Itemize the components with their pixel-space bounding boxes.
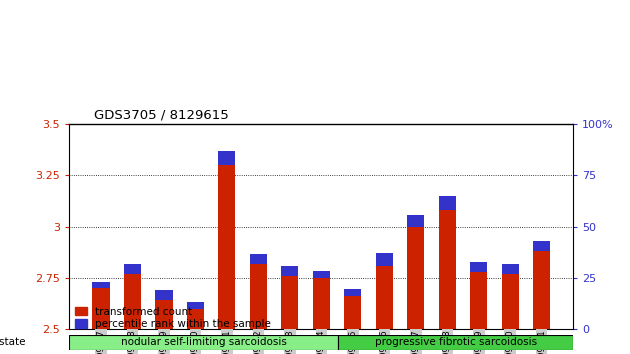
Bar bbox=[281, 276, 299, 329]
Bar bbox=[92, 282, 110, 288]
Bar bbox=[501, 274, 519, 329]
Text: GSM499117: GSM499117 bbox=[96, 330, 105, 354]
Text: GSM499120: GSM499120 bbox=[191, 330, 200, 354]
Bar bbox=[123, 263, 141, 274]
Text: GSM499118: GSM499118 bbox=[128, 330, 137, 354]
Bar bbox=[92, 288, 110, 329]
Bar bbox=[501, 263, 519, 274]
Text: GSM499129: GSM499129 bbox=[474, 330, 483, 354]
Bar bbox=[344, 296, 362, 329]
Text: GSM499122: GSM499122 bbox=[254, 330, 263, 354]
Bar bbox=[375, 266, 393, 329]
Text: GSM499125: GSM499125 bbox=[348, 330, 357, 354]
Bar bbox=[123, 274, 141, 329]
Bar bbox=[312, 271, 330, 278]
Bar bbox=[218, 165, 236, 329]
Bar bbox=[470, 272, 488, 329]
Text: GDS3705 / 8129615: GDS3705 / 8129615 bbox=[94, 108, 229, 121]
Text: disease state: disease state bbox=[0, 337, 26, 348]
Text: GSM499130: GSM499130 bbox=[506, 330, 515, 354]
Bar bbox=[533, 241, 551, 251]
Bar bbox=[249, 254, 267, 263]
Legend: transformed count, percentile rank within the sample: transformed count, percentile rank withi… bbox=[74, 307, 272, 329]
Text: GSM499121: GSM499121 bbox=[222, 330, 231, 354]
Text: GSM499119: GSM499119 bbox=[159, 330, 168, 354]
Bar bbox=[312, 278, 330, 329]
Text: GSM499124: GSM499124 bbox=[317, 330, 326, 354]
Text: GSM499128: GSM499128 bbox=[443, 330, 452, 354]
Text: progressive fibrotic sarcoidosis: progressive fibrotic sarcoidosis bbox=[375, 337, 537, 348]
Bar bbox=[344, 289, 362, 296]
Bar bbox=[186, 302, 204, 309]
Bar bbox=[186, 309, 204, 329]
Bar bbox=[407, 227, 425, 329]
Bar bbox=[281, 266, 299, 276]
Bar bbox=[69, 335, 338, 350]
Bar bbox=[375, 253, 393, 266]
Text: GSM499131: GSM499131 bbox=[537, 330, 546, 354]
Text: nodular self-limiting sarcoidosis: nodular self-limiting sarcoidosis bbox=[121, 337, 287, 348]
Bar bbox=[249, 263, 267, 329]
Bar bbox=[470, 263, 488, 272]
Text: GSM499126: GSM499126 bbox=[380, 330, 389, 354]
Bar bbox=[155, 301, 173, 329]
Bar bbox=[155, 290, 173, 301]
Bar bbox=[338, 335, 573, 350]
Bar bbox=[438, 196, 456, 210]
Bar bbox=[533, 251, 551, 329]
Text: GSM499127: GSM499127 bbox=[411, 330, 420, 354]
Bar bbox=[407, 215, 425, 227]
Bar bbox=[218, 150, 236, 165]
Text: GSM499123: GSM499123 bbox=[285, 330, 294, 354]
Bar bbox=[438, 210, 456, 329]
